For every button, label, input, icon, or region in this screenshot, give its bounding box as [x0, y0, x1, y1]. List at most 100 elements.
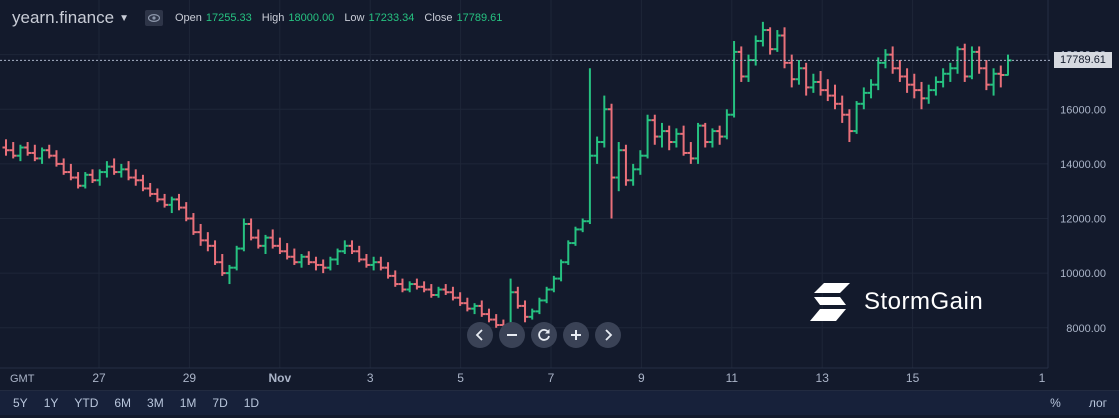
ohlc-bar [45, 144, 53, 159]
ohlc-bar [817, 71, 825, 96]
ohlc-bar [997, 65, 1005, 88]
symbol-selector[interactable]: yearn.finance ▼ [12, 8, 129, 28]
ohlc-bar [146, 183, 154, 197]
ohlc-bar [528, 308, 536, 320]
ohlc-bar [644, 114, 652, 159]
ohlc-bar [456, 292, 464, 306]
chart-grid [0, 0, 1048, 368]
symbol-name: yearn.finance [12, 8, 115, 27]
ohlc-bar [38, 147, 46, 164]
ohlc-bar [60, 158, 68, 175]
ohlc-bar [788, 54, 796, 88]
ohlc-bar [398, 278, 406, 293]
ohlc-bar [975, 46, 983, 74]
ohlc-bar [182, 202, 190, 222]
range-6m[interactable]: 6M [114, 396, 132, 410]
timezone-label: GMT [10, 373, 35, 385]
ohlc-bar [478, 300, 486, 317]
ohlc-bar [406, 281, 414, 293]
ohlc-bar [204, 232, 212, 252]
stormgain-logo: StormGain [810, 283, 983, 321]
last-price-tag: 17789.61 [1054, 52, 1112, 69]
ohlc-bar [651, 114, 659, 145]
ohlc-bar [925, 84, 933, 104]
ohlc-bar [946, 62, 954, 82]
ohlc-bar [355, 245, 363, 263]
ohlc-bar [132, 169, 140, 186]
ohlc-bar [298, 254, 306, 268]
stormgain-bolt-icon [810, 283, 850, 321]
ohlc-bar [990, 68, 998, 96]
ohlc-bar [723, 109, 731, 140]
time-axis[interactable]: GMT 27 29 Nov 3 5 7 9 11 13 15 1 [0, 367, 1048, 385]
eye-icon[interactable] [144, 10, 163, 26]
ohlc-bar [435, 286, 443, 298]
range-1m[interactable]: 1M [179, 396, 197, 410]
ohlc-bar [824, 79, 832, 102]
range-ytd[interactable]: YTD [74, 396, 99, 410]
ohlc-bar [175, 193, 183, 211]
ohlc-bar [910, 73, 918, 99]
ohlc-bar [283, 243, 291, 260]
percent-scale-toggle[interactable]: % [1050, 396, 1061, 410]
ohlc-bar [622, 144, 630, 186]
chevron-right-icon[interactable] [595, 322, 621, 348]
ohlc-bar [67, 163, 75, 181]
brand-name: StormGain [864, 288, 984, 315]
ohlc-bar [672, 128, 680, 148]
ohlc-bar [752, 35, 760, 66]
y-tick-label: 8000.00 [1066, 323, 1106, 335]
open-label: Open [174, 12, 202, 24]
minus-icon[interactable] [499, 322, 525, 348]
ohlc-bar [52, 150, 60, 167]
ohlc-bar [687, 142, 695, 164]
ohlc-bar [312, 256, 320, 271]
log-scale-toggle[interactable]: лог [1088, 396, 1107, 410]
plus-icon[interactable] [563, 322, 589, 348]
ohlc-bar [636, 150, 644, 175]
range-5y[interactable]: 5Y [13, 396, 28, 410]
ohlc-bar [391, 270, 399, 287]
y-tick-label: 10000.00 [1060, 268, 1106, 280]
ohlc-bar [982, 60, 990, 91]
ohlc-bar [262, 234, 270, 255]
ohlc-bar [853, 101, 861, 134]
ohlc-bar [218, 254, 226, 276]
chart-navigation [467, 322, 621, 348]
ohlc-bar [31, 144, 39, 162]
y-tick-label: 12000.00 [1060, 214, 1106, 226]
chevron-left-icon[interactable] [467, 322, 493, 348]
ohlc-bar [377, 256, 385, 271]
ohlc-bar [730, 40, 738, 118]
range-1y[interactable]: 1Y [43, 396, 59, 410]
range-7d[interactable]: 7D [212, 396, 228, 410]
ohlc-bar [463, 297, 471, 312]
y-tick-label: 16000.00 [1060, 104, 1106, 116]
ohlc-bar [449, 286, 457, 301]
high-value: 18000.00 [288, 12, 335, 24]
ohlc-bar [334, 248, 342, 265]
high-label: High [261, 12, 285, 24]
ohlc-bar [24, 142, 32, 156]
caret-down-icon: ▼ [119, 12, 129, 24]
range-1d[interactable]: 1D [243, 396, 260, 410]
open-value: 17255.33 [205, 12, 252, 24]
ohlc-bar [492, 314, 500, 328]
x-tick-label: 9 [638, 371, 645, 385]
ohlc-bar [543, 286, 551, 304]
ohlc-bar [766, 27, 774, 55]
x-tick-label: 29 [183, 371, 197, 385]
ohlc-bar [781, 27, 789, 69]
ohlc-bar [557, 259, 565, 282]
reset-icon[interactable] [531, 322, 557, 348]
ohlc-bar [917, 81, 925, 110]
ohlc-bar [139, 174, 147, 192]
ohlc-bar [197, 223, 205, 246]
ohlc-bar [442, 284, 450, 295]
ohlc-series [2, 21, 1012, 339]
ohlc-bar [809, 73, 817, 93]
ohlc-bar [211, 240, 219, 265]
ohlc-bar [9, 142, 17, 159]
range-3m[interactable]: 3M [147, 396, 164, 410]
